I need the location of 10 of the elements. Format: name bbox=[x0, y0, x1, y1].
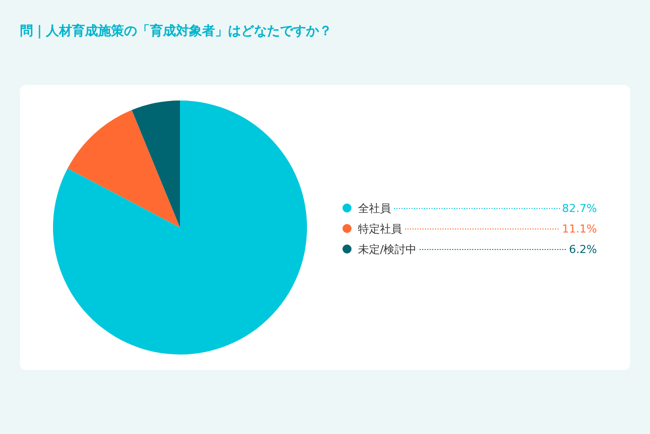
pie-slice bbox=[53, 100, 307, 354]
legend-label: 未定/検討中 bbox=[358, 243, 417, 256]
pie-slice bbox=[68, 110, 180, 228]
pie-slice bbox=[132, 100, 180, 228]
legend-label: 全社員 bbox=[358, 202, 391, 215]
data-label: 82.7% bbox=[562, 202, 597, 215]
chart-title: 問｜人材育成施策の「育成対象者」はどなたですか？ bbox=[20, 23, 332, 39]
data-label: 6.2% bbox=[569, 243, 597, 256]
data-label: 11.1% bbox=[562, 222, 597, 236]
legend-label: 特定社員 bbox=[358, 222, 402, 236]
